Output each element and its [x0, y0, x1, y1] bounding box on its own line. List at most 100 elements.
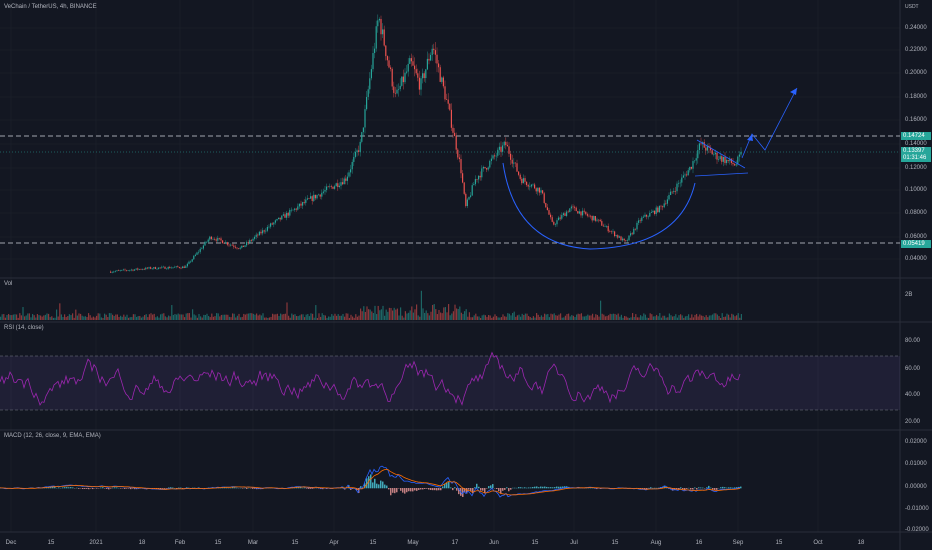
volume-bar: [467, 316, 469, 320]
cup-drawing[interactable]: [502, 162, 696, 250]
triangle-lower[interactable]: [694, 172, 749, 177]
volume-bar: [128, 317, 130, 320]
volume-bar: [331, 314, 333, 320]
candle-body: [548, 210, 550, 215]
arrow-head-small-icon: [747, 134, 753, 141]
candle-body: [521, 178, 523, 184]
macd-histogram-bar: [446, 482, 448, 489]
candle-body: [382, 29, 384, 35]
volume-bar: [81, 315, 83, 320]
volume-bar: [520, 316, 522, 320]
volume-bar: [332, 315, 334, 320]
volume-bar: [99, 313, 101, 320]
candle-body: [175, 266, 177, 268]
macd-histogram-bar: [134, 488, 136, 490]
time-tick: 15: [531, 540, 539, 546]
macd-histogram-bar: [136, 488, 138, 490]
volume-bar: [134, 314, 136, 320]
volume-bar: [580, 313, 582, 320]
volume-bar: [561, 317, 563, 320]
macd-histogram-bar: [368, 476, 370, 489]
macd-histogram-bar: [170, 487, 172, 489]
volume-bar: [377, 305, 379, 320]
volume-bar: [83, 316, 85, 320]
candle-body: [209, 236, 211, 240]
volume-bar: [726, 313, 728, 320]
candle-body: [271, 223, 273, 225]
candle-body: [638, 220, 640, 223]
volume-bar: [361, 311, 363, 320]
macd-histogram-bar: [696, 488, 698, 490]
volume-bar: [680, 314, 682, 320]
volume-bar: [708, 315, 710, 320]
macd-histogram-bar: [180, 487, 182, 489]
volume-bar: [337, 314, 339, 320]
triangle-upper[interactable]: [696, 139, 746, 169]
candle-body: [337, 183, 339, 188]
volume-bar: [49, 317, 51, 320]
volume-bar: [444, 307, 446, 320]
volume-bar: [446, 312, 448, 320]
volume-bar: [222, 314, 224, 320]
macd-histogram-bar: [84, 488, 86, 489]
volume-bar: [190, 317, 192, 320]
volume-title[interactable]: Vol: [4, 281, 13, 287]
candle-body: [495, 155, 497, 157]
candle-body: [404, 72, 406, 83]
volume-bar: [315, 305, 317, 320]
volume-bar: [427, 313, 429, 320]
candle-body: [583, 210, 585, 212]
candle-body: [178, 267, 180, 268]
candle-body: [679, 182, 681, 184]
macd-histogram-bar: [226, 487, 228, 489]
candle-body: [246, 242, 248, 246]
volume-bar: [224, 314, 226, 320]
macd-histogram-bar: [432, 488, 434, 491]
candle-body: [244, 245, 246, 247]
volume-bar: [705, 315, 707, 320]
volume-bar: [539, 316, 541, 320]
volume-bar: [163, 313, 165, 320]
volume-bar: [116, 314, 118, 320]
candle-body: [343, 178, 345, 185]
volume-bar: [236, 315, 238, 320]
volume-bar: [206, 313, 208, 320]
macd-histogram-bar: [450, 487, 452, 489]
volume-bar: [139, 315, 141, 320]
candle-body: [250, 240, 252, 241]
volume-bar: [227, 314, 229, 320]
candle-body: [617, 235, 619, 238]
candle-body: [486, 168, 488, 170]
macd-histogram-bar: [724, 487, 726, 489]
candle-body: [286, 212, 288, 218]
volume-bar: [232, 313, 234, 320]
candle-body: [292, 209, 294, 211]
candle-body: [567, 211, 569, 213]
volume-bar: [688, 314, 690, 320]
volume-bar: [56, 309, 58, 320]
volume-bar: [302, 314, 304, 320]
macd-histogram-bar: [720, 487, 722, 489]
macd-title[interactable]: MACD (12, 26, close, 9, EMA, EMA): [4, 433, 101, 439]
volume-bar: [577, 313, 579, 320]
volume-bar: [19, 313, 21, 320]
volume-bar: [252, 313, 254, 320]
volume-bar: [368, 309, 370, 320]
candle-body: [686, 174, 688, 176]
symbol-title[interactable]: VeChain / TetherUS, 4h, BINANCE: [4, 4, 97, 10]
projection-arrow[interactable]: [741, 87, 798, 159]
volume-bar: [192, 309, 194, 320]
candle-body: [727, 159, 729, 161]
macd-histogram-bar: [428, 488, 430, 490]
candle-body: [396, 89, 398, 94]
rsi-title[interactable]: RSI (14, close): [4, 325, 44, 331]
macd-histogram-bar: [384, 484, 386, 489]
macd-histogram-bar: [374, 478, 376, 489]
macd-histogram-bar: [96, 488, 98, 489]
candle-body: [265, 230, 267, 232]
volume-bar: [633, 317, 635, 320]
time-tick: Apr: [329, 540, 339, 546]
volume-bar: [715, 313, 717, 320]
volume-bar: [736, 315, 738, 320]
